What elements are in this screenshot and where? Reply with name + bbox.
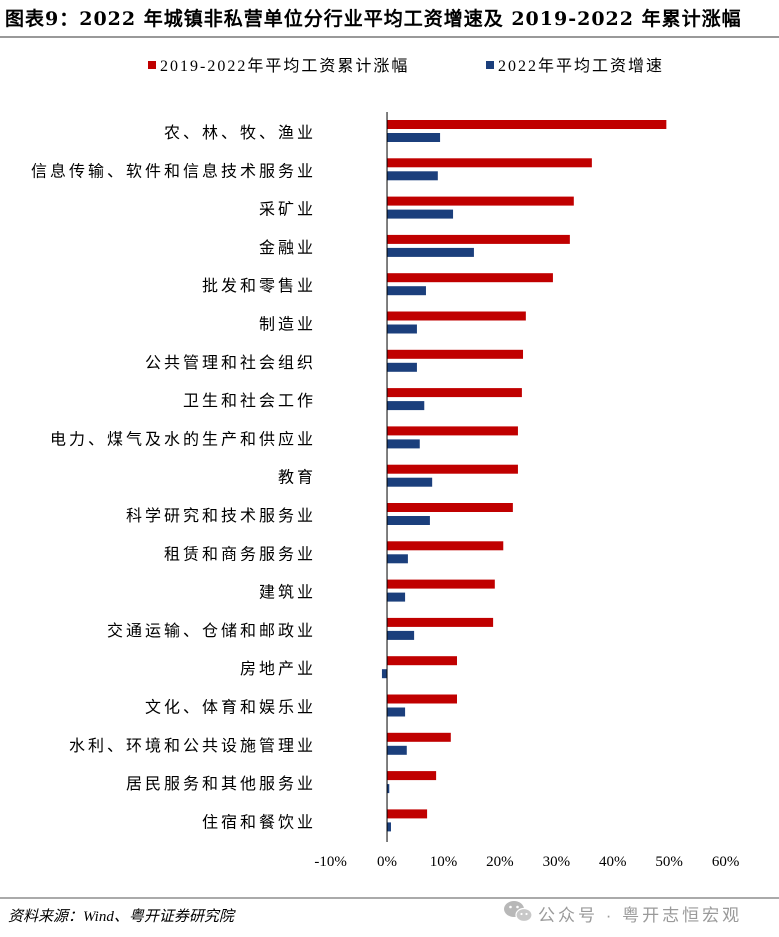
x-tick-label-3: 10% (430, 854, 458, 870)
cumulative-bar-19 (387, 809, 428, 819)
legend: 2019-2022年平均工资累计涨幅 2022年平均工资增速 (148, 57, 664, 75)
source-note: 资料来源：Wind、粤开证券研究院 (8, 908, 236, 925)
legend-label-growth: 2022年平均工资增速 (498, 57, 664, 75)
cumulative-bar-18 (387, 771, 437, 781)
growth-bar-4 (387, 247, 474, 257)
wechat-icon (504, 901, 533, 923)
growth-bar-8 (387, 401, 425, 411)
category-label-13: 建筑业 (259, 584, 316, 602)
growth-bar-3 (387, 209, 454, 219)
category-label-11: 科学研究和技术服务业 (126, 507, 316, 525)
category-label-16: 文化、体育和娱乐业 (145, 699, 316, 717)
growth-bar-9 (387, 439, 420, 449)
x-tick-label-6: 40% (599, 854, 627, 870)
watermark: 公众号 · 粤开志恒宏观 (504, 901, 742, 925)
category-label-15: 房地产业 (240, 660, 316, 678)
growth-bar-11 (387, 516, 430, 525)
growth-bar-14 (387, 630, 415, 640)
x-axis-tick-labels: -10% 0% 10% 20% 30% 40% 50% 60% (314, 854, 739, 870)
growth-bar-1 (387, 133, 441, 142)
growth-bar-5 (387, 286, 426, 296)
x-tick-label-7: 50% (655, 854, 683, 870)
growth-bar-15 (381, 669, 388, 679)
category-label-9: 电力、煤气及水的生产和供应业 (50, 429, 316, 448)
cumulative-bar-12 (387, 541, 504, 551)
category-label-19: 住宿和餐饮业 (202, 813, 316, 831)
growth-bar-6 (387, 324, 417, 334)
chart-title: 图表9：2022 年城镇非私营单位分行业平均工资增速及 2019-2022 年累… (5, 7, 742, 30)
plot-area (381, 120, 667, 832)
cumulative-bar-2 (387, 158, 592, 168)
category-label-12: 租赁和商务服务业 (164, 545, 316, 563)
category-label-4: 金融业 (259, 239, 316, 257)
cumulative-bar-14 (387, 617, 494, 627)
cumulative-bar-10 (387, 464, 518, 474)
growth-bar-10 (387, 477, 433, 487)
category-label-1: 农、林、牧、渔业 (164, 124, 316, 142)
growth-bar-19 (387, 822, 391, 832)
cumulative-bar-9 (387, 426, 518, 436)
cumulative-bar-5 (387, 273, 553, 283)
growth-bar-18 (387, 784, 390, 794)
legend-label-cumulative: 2019-2022年平均工资累计涨幅 (160, 57, 409, 75)
category-label-14: 交通运输、仓储和邮政业 (107, 622, 316, 640)
cumulative-bar-7 (387, 349, 524, 359)
watermark-text: 公众号 · 粤开志恒宏观 (538, 906, 742, 925)
cumulative-bar-3 (387, 196, 574, 206)
growth-bar-13 (387, 592, 406, 602)
x-tick-label-1: -10% (314, 854, 347, 870)
category-label-18: 居民服务和其他服务业 (126, 775, 316, 793)
x-tick-label-5: 30% (543, 854, 571, 870)
growth-bar-17 (387, 745, 407, 755)
x-tick-label-4: 20% (486, 854, 514, 870)
x-tick-label-8: 60% (712, 854, 740, 870)
category-label-3: 采矿业 (259, 201, 316, 219)
cumulative-bar-13 (387, 579, 495, 589)
cumulative-bar-6 (387, 311, 526, 321)
category-label-5: 批发和零售业 (202, 277, 316, 295)
cumulative-bar-8 (387, 388, 522, 398)
cumulative-bar-11 (387, 503, 513, 512)
cumulative-bar-17 (387, 732, 451, 742)
category-label-10: 教育 (278, 469, 316, 487)
growth-bar-12 (387, 554, 408, 564)
growth-bar-16 (387, 707, 406, 717)
legend-swatch-growth (486, 61, 494, 69)
category-label-6: 制造业 (259, 316, 316, 334)
category-label-2: 信息传输、软件和信息技术服务业 (31, 162, 316, 180)
cumulative-bar-4 (387, 234, 570, 244)
category-label-7: 公共管理和社会组织 (145, 354, 316, 372)
cumulative-bar-15 (387, 656, 457, 666)
growth-bar-7 (387, 362, 417, 372)
category-label-8: 卫生和社会工作 (183, 392, 316, 410)
cumulative-bar-1 (387, 120, 667, 129)
x-tick-label-2: 0% (377, 854, 397, 870)
growth-bar-2 (387, 171, 438, 181)
category-label-17: 水利、环境和公共设施管理业 (69, 736, 316, 755)
category-labels: 农、林、牧、渔业信息传输、软件和信息技术服务业采矿业金融业批发和零售业制造业公共… (31, 124, 316, 831)
legend-swatch-cumulative (148, 61, 156, 69)
cumulative-bar-16 (387, 694, 457, 704)
